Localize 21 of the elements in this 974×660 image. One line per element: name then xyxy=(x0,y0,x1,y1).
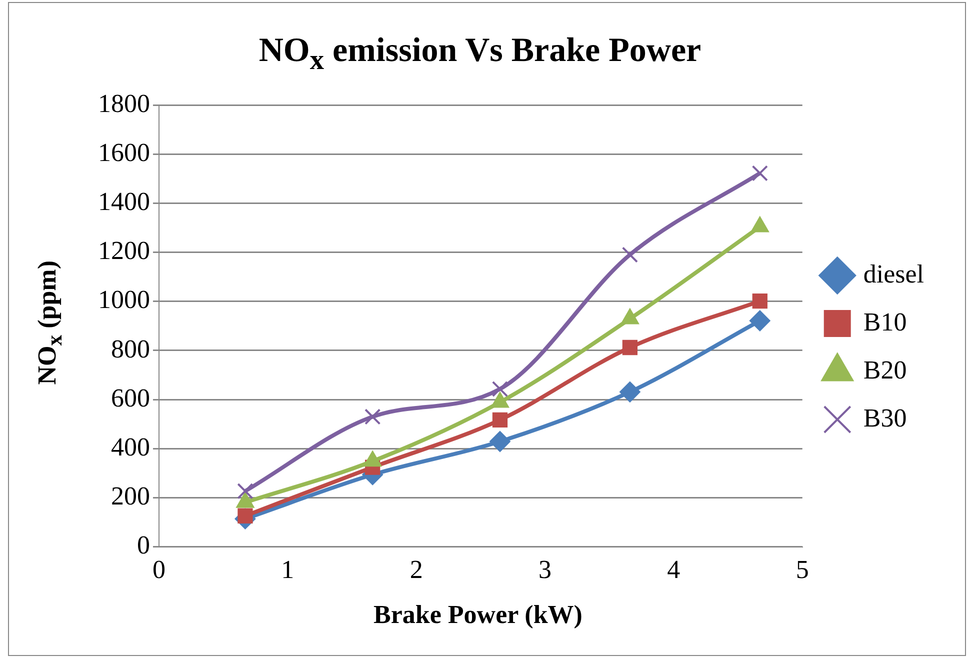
x-tick-label: 3 xyxy=(538,555,552,584)
y-tick-label: 1200 xyxy=(98,236,150,266)
legend-label: B10 xyxy=(863,307,907,336)
legend-label: diesel xyxy=(863,259,924,288)
y-tick-label: 400 xyxy=(111,432,150,462)
y-tick-label: 1000 xyxy=(98,285,150,314)
x-tick-label: 4 xyxy=(667,555,680,584)
x-tick-label: 5 xyxy=(796,555,809,584)
chart-title: NO$_{x}$ emission Vs Brake Power xyxy=(258,32,702,77)
y-tick-label: 200 xyxy=(111,482,150,511)
y-tick-label: 800 xyxy=(111,334,150,364)
y-tick-label: 600 xyxy=(111,383,150,412)
y-tick-label: 1400 xyxy=(98,187,150,216)
legend-label: B30 xyxy=(863,403,907,432)
x-tick-label: 1 xyxy=(281,555,294,584)
legend-label: B20 xyxy=(863,355,907,384)
y-tick-label: 1800 xyxy=(98,88,150,118)
y-tick-label: 0 xyxy=(137,530,150,560)
x-tick-label: 2 xyxy=(410,555,423,584)
y-tick-label: 1600 xyxy=(98,138,150,167)
x-axis-title: Brake Power (kW) xyxy=(372,600,584,630)
